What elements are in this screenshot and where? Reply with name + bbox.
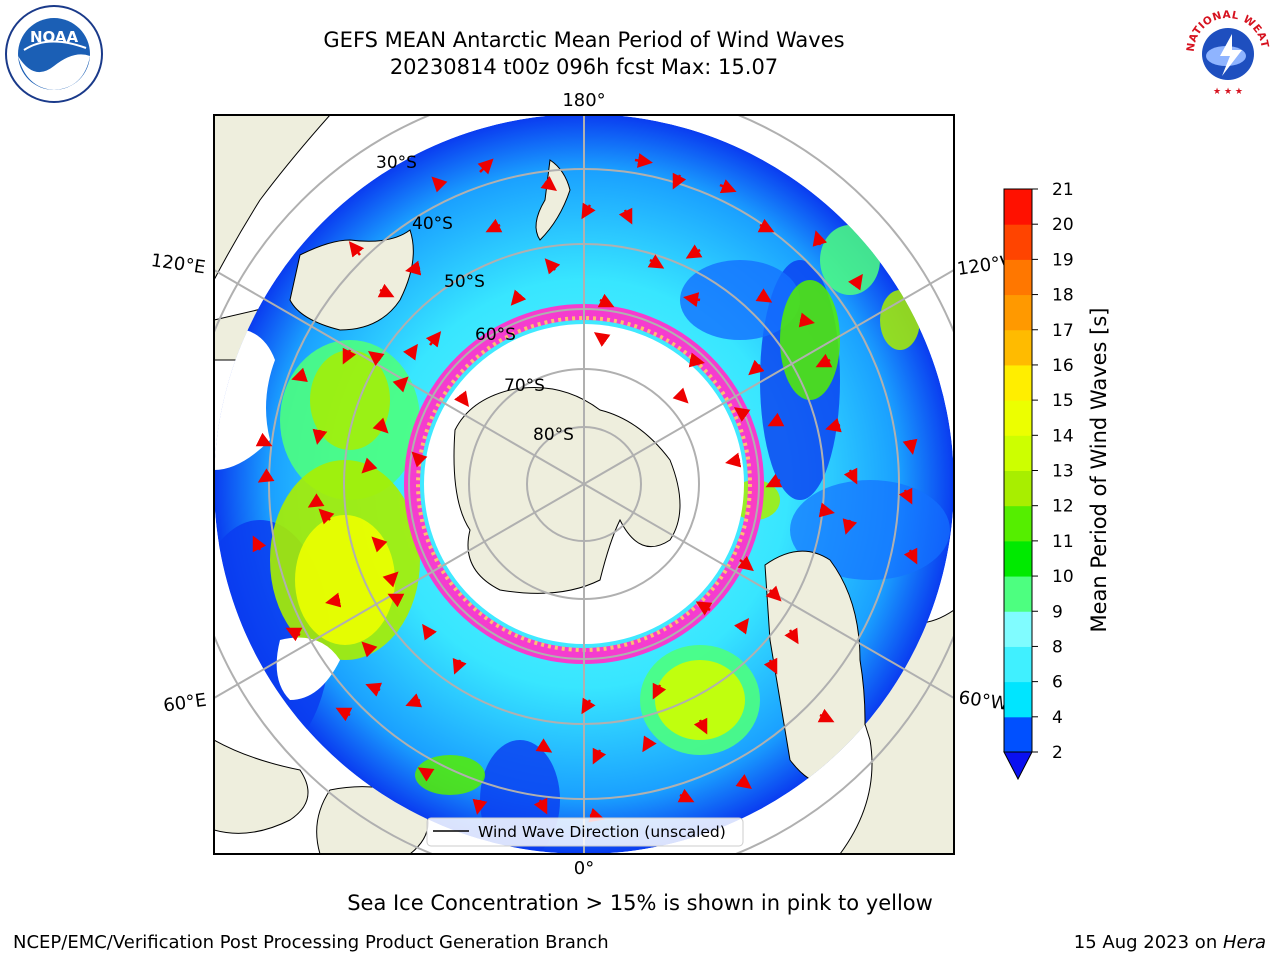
footer-date-text: 15 Aug 2023 on <box>1073 932 1223 953</box>
lon-label-0: 0° <box>574 858 594 879</box>
lon-label-60w: 60°W <box>957 687 1009 715</box>
colorbar-tick-label: 11 <box>1052 532 1074 552</box>
colorbar-tick-label: 14 <box>1052 426 1074 446</box>
colorbar-bin <box>1004 259 1032 296</box>
title-line-2: 20230814 t00z 096h fcst Max: 15.07 <box>389 55 779 79</box>
colorbar-bin <box>1004 611 1032 647</box>
colorbar-tick-label: 16 <box>1052 356 1074 376</box>
colorbar-bin <box>1004 294 1032 331</box>
title-line-1: GEFS MEAN Antarctic Mean Period of Wind … <box>323 28 845 52</box>
colorbar-tick-label: 17 <box>1052 321 1074 341</box>
colorbar-bin <box>1004 329 1032 366</box>
legend-label: Wind Wave Direction (unscaled) <box>478 823 726 841</box>
colorbar-bin <box>1004 505 1032 542</box>
svg-text:★ ★ ★: ★ ★ ★ <box>1213 87 1243 97</box>
colorbar-tick-label: 20 <box>1052 215 1074 235</box>
colorbar-bin <box>1004 224 1032 260</box>
lon-label-60e: 60°E <box>162 690 208 717</box>
colorbar-bin <box>1004 364 1032 401</box>
lon-label-180: 180° <box>562 90 605 111</box>
nws-logo: NATIONAL WEATHER SERVICE ★ ★ ★ <box>1180 4 1274 98</box>
lat-label-80s: 80°S <box>533 425 574 445</box>
colorbar-label: Mean Period of Wind Waves [s] <box>1087 308 1111 633</box>
colorbar-tick-label: 18 <box>1052 286 1074 306</box>
graticule <box>214 115 954 854</box>
noaa-logo: NOAA <box>5 5 103 103</box>
colorbar-bin <box>1004 576 1032 612</box>
colorbar-extend-arrow <box>1003 751 1033 781</box>
lat-label-60s: 60°S <box>475 325 516 345</box>
colorbar-tick-label: 8 <box>1052 637 1063 657</box>
colorbar-bin <box>1004 400 1032 436</box>
colorbar-tick-label: 21 <box>1052 180 1074 200</box>
map-legend: Wind Wave Direction (unscaled) <box>426 817 744 847</box>
colorbar: 2 4 6 8 9 10 11 12 13 14 15 16 17 18 19 20 21 <box>1003 180 1074 781</box>
colorbar-tick-label: 9 <box>1052 602 1063 622</box>
colorbar-bin <box>1004 716 1032 753</box>
lon-label-120e: 120°E <box>150 250 207 278</box>
colorbar-bin <box>1004 189 1032 225</box>
lat-label-50s: 50°S <box>444 272 485 292</box>
wind-wave-direction-vectors <box>252 153 918 823</box>
colorbar-tick-label: 15 <box>1052 391 1074 411</box>
colorbar-bin <box>1004 435 1032 471</box>
noaa-logo-text: NOAA <box>30 28 79 46</box>
map-frame <box>213 114 955 855</box>
footer-host: Hera <box>1222 932 1266 953</box>
colorbar-bin <box>1004 470 1032 507</box>
colorbar-tick-label: 6 <box>1052 673 1063 693</box>
footer-credit: NCEP/EMC/Verification Post Processing Pr… <box>13 932 609 953</box>
colorbar-tick-label: 19 <box>1052 250 1074 270</box>
lat-label-30s: 30°S <box>376 153 417 173</box>
colorbar-bin <box>1004 540 1032 577</box>
colorbar-tick-label: 10 <box>1052 567 1074 587</box>
colorbar-tick-label: 2 <box>1052 743 1063 763</box>
colorbar-bin <box>1004 681 1032 718</box>
lat-label-70s: 70°S <box>504 376 545 396</box>
colorbar-tick-label: 12 <box>1052 497 1074 517</box>
colorbar-bin <box>1004 646 1032 683</box>
footer-date: 15 Aug 2023 on Hera <box>1074 932 1266 953</box>
colorbar-tick-label: 13 <box>1052 462 1074 482</box>
lat-label-40s: 40°S <box>412 214 453 234</box>
sea-ice-note: Sea Ice Concentration > 15% is shown in … <box>347 891 933 915</box>
colorbar-tick-label: 4 <box>1052 708 1063 728</box>
